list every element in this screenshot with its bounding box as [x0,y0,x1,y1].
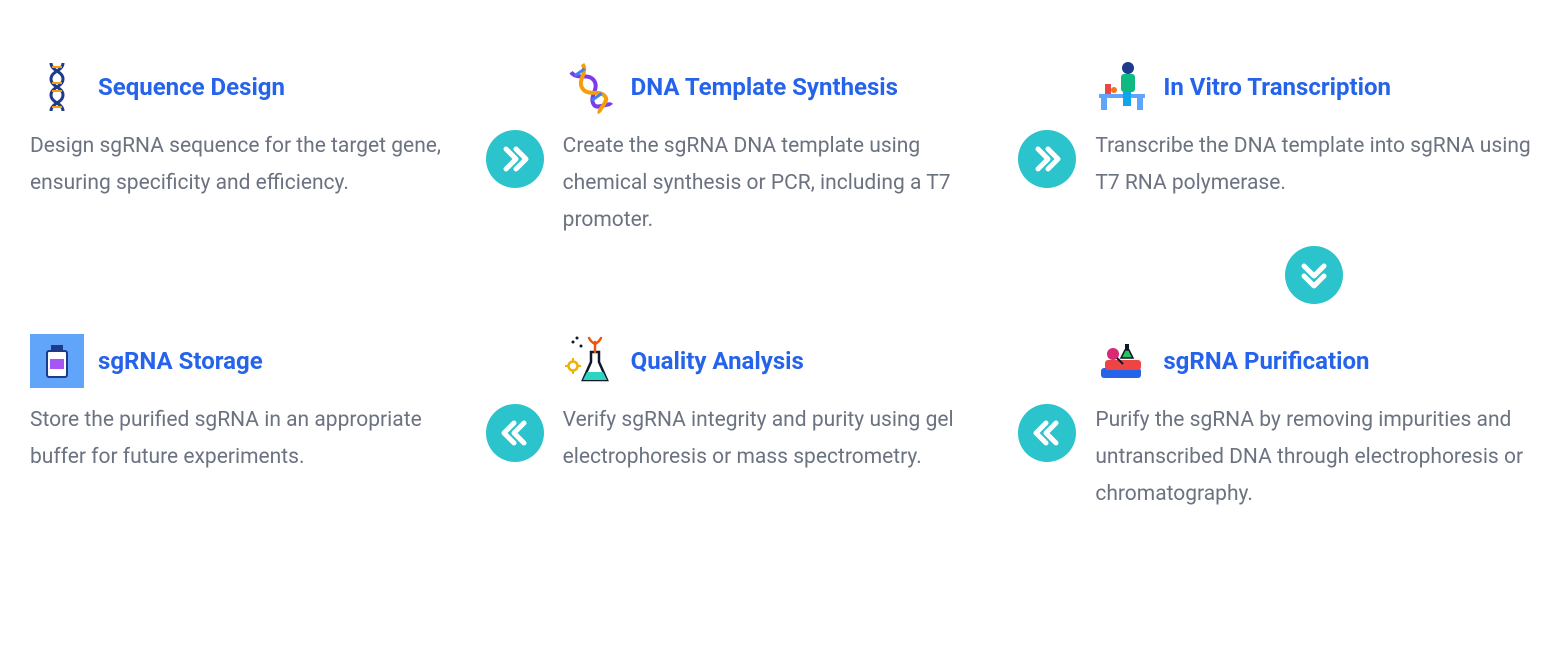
arrow-left-2 [475,334,555,462]
step-sgrna-purification: sgRNA Purification Purify the sgRNA by r… [1095,334,1532,512]
step-title: Quality Analysis [631,347,804,375]
step-sgrna-storage: sgRNA Storage Store the purified sgRNA i… [30,334,467,476]
step-desc: Store the purified sgRNA in an appropria… [30,402,467,476]
step-title: sgRNA Purification [1163,347,1369,375]
double-chevron-left-icon [1018,404,1076,462]
arrow-left-1 [1007,334,1087,462]
step-title: Sequence Design [98,73,285,101]
arrow-right-2 [1007,60,1087,188]
double-chevron-right-icon [486,130,544,188]
step-dna-template: DNA Template Synthesis Create the sgRNA … [563,60,1000,238]
step-title: DNA Template Synthesis [631,73,898,101]
step-desc: Create the sgRNA DNA template using chem… [563,128,1000,238]
process-flow-grid: Sequence Design Design sgRNA sequence fo… [30,60,1532,513]
step-desc: Verify sgRNA integrity and purity using … [563,402,1000,476]
double-chevron-down-icon [1285,246,1343,304]
dna-strand-icon [30,60,84,114]
step-in-vitro-transcription: In Vitro Transcription Transcribe the DN… [1095,60,1532,202]
books-with-flask-icon [1095,334,1149,388]
step-title: In Vitro Transcription [1163,73,1391,101]
arrow-right-1 [475,60,555,188]
step-title: sgRNA Storage [98,347,263,375]
flask-plant-analysis-icon [563,334,617,388]
double-chevron-right-icon [1018,130,1076,188]
arrow-down [1095,246,1532,304]
double-chevron-left-icon [486,404,544,462]
storage-bottle-icon [30,334,84,388]
step-sequence-design: Sequence Design Design sgRNA sequence fo… [30,60,467,202]
step-desc: Transcribe the DNA template into sgRNA u… [1095,128,1532,202]
step-desc: Purify the sgRNA by removing impurities … [1095,402,1532,512]
step-desc: Design sgRNA sequence for the target gen… [30,128,467,202]
step-quality-analysis: Quality Analysis Verify sgRNA integrity … [563,334,1000,476]
scientist-at-bench-icon [1095,60,1149,114]
dna-helix-colored-icon [563,60,617,114]
